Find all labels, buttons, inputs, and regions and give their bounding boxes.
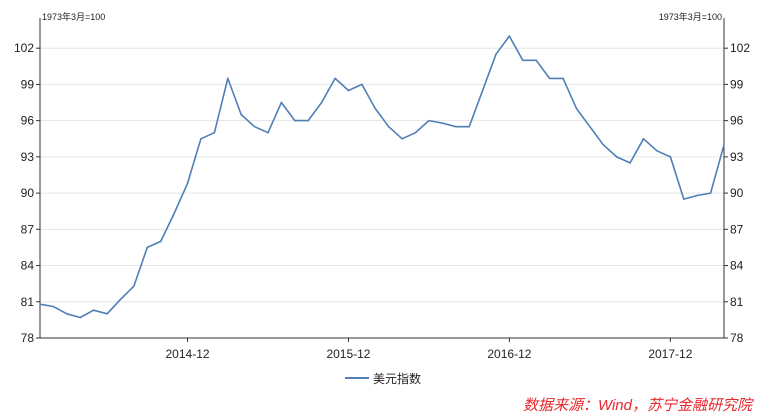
data-point <box>562 77 564 80</box>
y-tick-label-left: 87 <box>21 222 35 236</box>
data-point <box>133 285 135 287</box>
y-tick-label-right: 90 <box>730 186 744 200</box>
y-tick-label-left: 81 <box>21 295 35 309</box>
data-point <box>334 77 336 80</box>
data-point <box>227 77 229 80</box>
x-tick-label: 2015-12 <box>326 347 370 361</box>
y-tick-label-right: 78 <box>730 331 744 345</box>
y-tick-label-left: 102 <box>14 41 34 55</box>
data-point <box>709 192 712 194</box>
data-point <box>347 89 350 92</box>
data-point <box>615 156 618 158</box>
series-line-usd-index <box>39 35 725 319</box>
data-point <box>186 182 189 185</box>
y-tick-label-left: 90 <box>21 186 35 200</box>
data-point <box>428 119 430 122</box>
data-point <box>414 131 417 134</box>
y-tick-label-left: 84 <box>21 259 35 273</box>
data-point <box>173 212 175 215</box>
y-tick-label-right: 81 <box>730 295 744 309</box>
y-tick-label-left: 99 <box>21 77 35 91</box>
data-point <box>656 150 658 152</box>
y-tick-label-left: 78 <box>21 331 35 345</box>
data-point <box>66 313 68 315</box>
data-point <box>629 162 631 164</box>
y-axis-unit-right: 1973年3月=100 <box>659 11 722 22</box>
data-point <box>387 125 390 128</box>
y-axis-unit-left: 1973年3月=100 <box>42 11 105 22</box>
data-point <box>106 313 108 315</box>
x-axis-ticks: 2014-12 2015-12 2016-12 2017-12 <box>166 338 693 361</box>
data-point <box>374 107 377 110</box>
x-tick-label: 2016-12 <box>487 347 531 361</box>
y-tick-label-right: 84 <box>730 259 744 273</box>
x-tick-label: 2014-12 <box>166 347 210 361</box>
data-point <box>146 246 149 249</box>
data-point <box>522 59 524 62</box>
data-point <box>602 144 605 146</box>
legend: 美元指数 <box>345 371 421 386</box>
x-tick-label: 2017-12 <box>648 347 692 361</box>
data-point <box>589 125 591 128</box>
legend-label: 美元指数 <box>373 371 421 386</box>
data-point <box>253 125 256 128</box>
data-point <box>159 240 162 243</box>
data-point <box>455 125 457 128</box>
y-tick-label-left: 96 <box>21 114 35 128</box>
y-tick-label-right: 93 <box>730 150 744 164</box>
data-point <box>213 131 216 134</box>
data-point <box>508 35 511 37</box>
data-point <box>240 113 242 116</box>
data-point <box>307 119 310 122</box>
data-point <box>361 83 363 86</box>
data-point <box>294 119 296 122</box>
data-point <box>642 138 645 140</box>
data-point <box>468 125 471 128</box>
data-point <box>723 144 725 146</box>
data-point <box>548 77 551 80</box>
data-point <box>575 107 578 110</box>
data-point <box>441 122 444 124</box>
y-tick-label-right: 87 <box>730 222 744 236</box>
y-axis-ticks: 78 78 81 81 84 84 87 87 90 90 93 93 96 96 99 99 102 102 <box>14 41 750 345</box>
y-tick-label-right: 99 <box>730 77 744 91</box>
y-tick-label-left: 93 <box>21 150 35 164</box>
data-point <box>267 131 269 134</box>
data-point <box>669 156 672 158</box>
data-point <box>79 316 81 319</box>
y-tick-label-right: 96 <box>730 114 744 128</box>
y-tick-label-right: 102 <box>730 41 750 55</box>
data-point <box>683 198 685 200</box>
data-point <box>495 53 497 55</box>
gridlines <box>40 47 724 303</box>
data-point <box>92 309 95 312</box>
data-point <box>696 194 698 197</box>
data-point <box>52 305 55 308</box>
series-layer <box>39 35 725 319</box>
data-point <box>280 101 283 104</box>
data-point <box>320 101 323 104</box>
source-note: 数据来源：Wind，苏宁金融研究院 <box>523 397 754 414</box>
data-point <box>535 59 537 62</box>
data-point <box>401 138 403 140</box>
data-point <box>481 89 484 92</box>
data-point <box>119 298 122 301</box>
data-point <box>39 303 41 306</box>
data-point <box>200 138 202 140</box>
